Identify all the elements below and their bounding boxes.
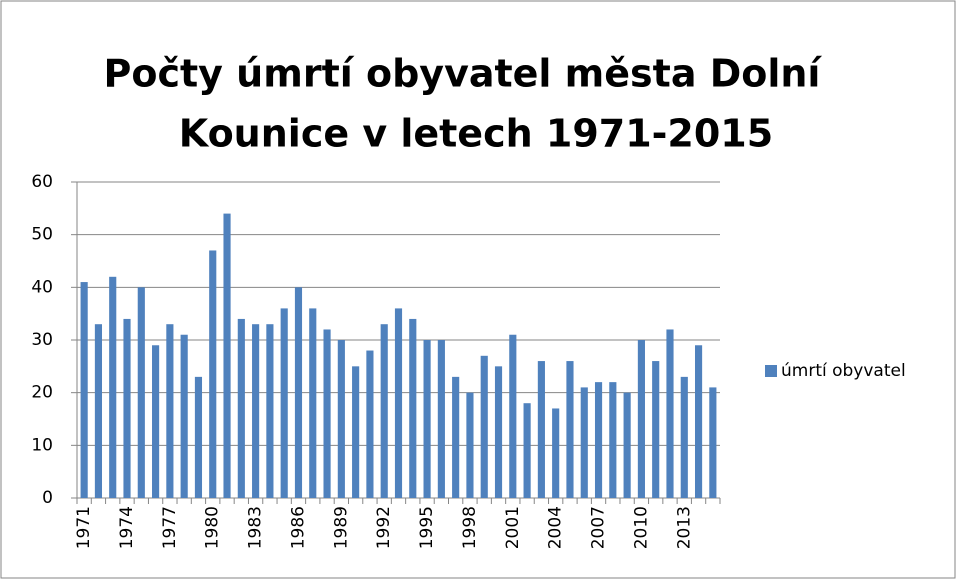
bar xyxy=(337,340,345,498)
x-tick-label: 1986 xyxy=(288,506,308,549)
bar xyxy=(480,355,488,498)
bar xyxy=(623,392,631,498)
x-tick-label: 1983 xyxy=(246,506,266,549)
bar xyxy=(409,318,417,498)
bar xyxy=(466,392,474,498)
bar xyxy=(637,340,645,498)
bar xyxy=(509,334,517,498)
x-tick-label: 1974 xyxy=(117,506,137,549)
bar xyxy=(423,340,431,498)
bar xyxy=(437,340,445,498)
x-tick-label: 2004 xyxy=(546,506,566,549)
bar xyxy=(594,382,603,498)
bar xyxy=(452,376,460,498)
bar xyxy=(580,387,588,498)
bar xyxy=(537,361,545,498)
x-tick-label: 1995 xyxy=(417,506,437,549)
x-tick-label: 1971 xyxy=(74,506,94,549)
bar xyxy=(652,361,660,498)
bar xyxy=(223,213,231,498)
bar xyxy=(366,350,374,498)
bar xyxy=(166,324,174,498)
bar xyxy=(294,287,303,498)
x-tick-label: 1980 xyxy=(203,506,223,549)
bar xyxy=(680,376,688,498)
bar xyxy=(494,366,503,498)
bar xyxy=(609,382,617,498)
bar xyxy=(194,376,203,498)
bar xyxy=(552,408,560,498)
x-tick-label: 2007 xyxy=(589,506,609,549)
y-tick-label: 0 xyxy=(42,488,53,508)
bar xyxy=(152,345,160,498)
x-tick-label: 1992 xyxy=(374,506,394,549)
x-tick-label: 2010 xyxy=(631,506,651,549)
legend-swatch xyxy=(765,365,777,377)
bar xyxy=(323,329,331,498)
y-tick-label: 60 xyxy=(31,172,53,192)
y-tick-label: 40 xyxy=(31,277,53,297)
bar xyxy=(380,324,388,498)
y-tick-label: 30 xyxy=(31,330,53,350)
bar xyxy=(266,324,274,498)
x-tick-label: 1989 xyxy=(331,506,351,549)
chart-title: Kounice v letech 1971-2015 xyxy=(179,112,773,156)
bar xyxy=(666,329,674,498)
bar xyxy=(94,324,103,498)
bar xyxy=(394,308,403,498)
bar xyxy=(280,308,288,498)
y-tick-label: 10 xyxy=(31,435,53,455)
bar xyxy=(309,308,317,498)
bar xyxy=(237,318,245,498)
x-tick-label: 2001 xyxy=(503,506,523,549)
bar xyxy=(123,318,131,498)
x-tick-label: 1977 xyxy=(160,506,180,549)
bar xyxy=(566,361,574,498)
y-tick-label: 20 xyxy=(31,383,53,403)
bar xyxy=(352,366,360,498)
x-tick-label: 1998 xyxy=(460,506,480,549)
bar xyxy=(694,345,703,498)
bar xyxy=(709,387,717,498)
x-tick-label: 2013 xyxy=(674,506,694,549)
legend-label: úmrtí obyvatel xyxy=(781,361,906,381)
bar xyxy=(109,276,117,498)
bar xyxy=(252,324,260,498)
y-tick-label: 50 xyxy=(31,225,53,245)
bar xyxy=(209,250,217,498)
bar xyxy=(523,403,531,498)
bar xyxy=(180,334,188,498)
chart-title: Počty úmrtí obyvatel města Dolní xyxy=(104,52,823,96)
bar xyxy=(137,287,145,498)
bar xyxy=(80,282,88,498)
